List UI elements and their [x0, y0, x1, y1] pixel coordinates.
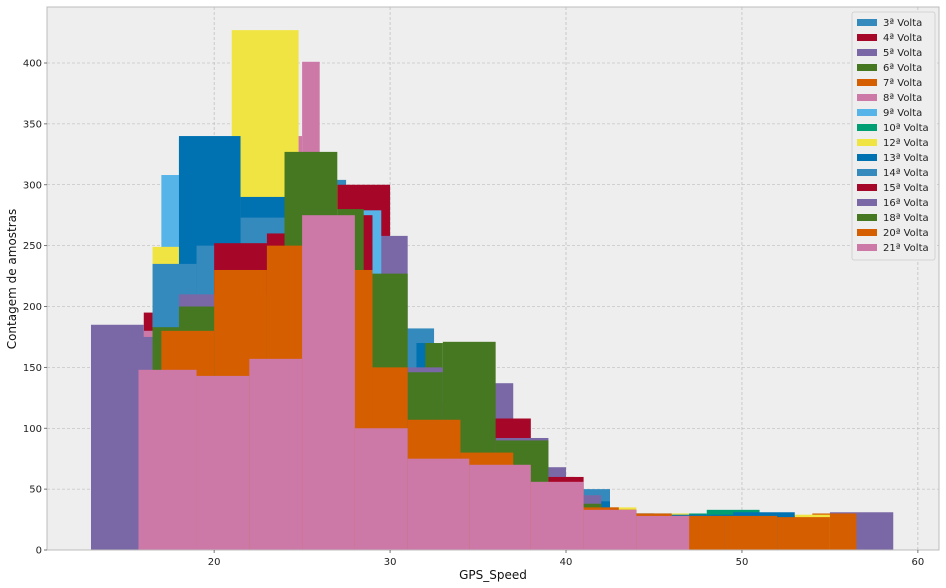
- y-tick-label: 50: [29, 485, 42, 496]
- histogram-bar: [354, 428, 408, 550]
- legend-swatch: [857, 34, 877, 41]
- legend-label: 15ª Volta: [883, 183, 929, 194]
- legend-swatch: [857, 19, 877, 26]
- histogram-bar: [724, 515, 778, 550]
- y-tick-label: 300: [23, 180, 42, 191]
- histogram-bar: [829, 513, 857, 550]
- legend-label: 10ª Volta: [883, 123, 929, 134]
- legend-swatch: [857, 139, 877, 146]
- legend-label: 12ª Volta: [883, 138, 929, 149]
- x-tick-label: 50: [736, 557, 749, 568]
- legend-swatch: [857, 244, 877, 251]
- x-tick-label: 60: [912, 557, 925, 568]
- legend-box: [851, 11, 936, 261]
- legend-swatch: [857, 94, 877, 101]
- x-tick-label: 20: [208, 557, 221, 568]
- legend-swatch: [857, 79, 877, 86]
- y-tick-label: 100: [23, 424, 42, 435]
- y-tick-label: 0: [36, 546, 42, 557]
- legend-label: 14ª Volta: [883, 168, 929, 179]
- y-tick-label: 250: [23, 241, 42, 252]
- legend-label: 7ª Volta: [883, 78, 922, 89]
- legend-swatch: [857, 229, 877, 236]
- legend-swatch: [857, 154, 877, 161]
- x-axis-label: GPS_Speed: [459, 568, 527, 582]
- histogram-bar: [530, 481, 584, 550]
- legend-label: 20ª Volta: [883, 228, 929, 239]
- histogram-bar: [469, 464, 531, 550]
- legend-label: 16ª Volta: [883, 198, 929, 209]
- legend-swatch: [857, 184, 877, 191]
- y-tick-label: 200: [23, 302, 42, 313]
- legend-label: 3ª Volta: [883, 18, 922, 29]
- legend-label: 4ª Volta: [883, 33, 922, 44]
- histogram-bar: [249, 358, 303, 550]
- legend-label: 6ª Volta: [883, 63, 922, 74]
- histogram-bar: [407, 458, 470, 550]
- y-tick-label: 350: [23, 119, 42, 130]
- histogram-bar: [583, 509, 637, 550]
- legend: 3ª Volta 4ª Volta 5ª Volta 6ª Volta 7ª Volta…: [851, 11, 936, 261]
- y-tick-label: 400: [23, 59, 42, 70]
- legend-swatch: [857, 124, 877, 131]
- histogram-bar: [636, 515, 690, 550]
- plot-frame: [46, 6, 940, 551]
- y-axis-label: Contagem de amostras: [5, 209, 19, 350]
- histogram-bar: [196, 375, 250, 550]
- legend-label: 21ª Volta: [883, 243, 929, 254]
- histogram-bar: [777, 517, 830, 550]
- x-tick-label: 40: [560, 557, 573, 568]
- legend-swatch: [857, 109, 877, 116]
- legend-label: 18ª Volta: [883, 213, 929, 224]
- legend-swatch: [857, 49, 877, 56]
- x-ticks: 20 30 40 50 60: [208, 550, 924, 568]
- legend-swatch: [857, 199, 877, 206]
- legend-swatch: [857, 214, 877, 221]
- legend-label: 8ª Volta: [883, 93, 922, 104]
- legend-label: 5ª Volta: [883, 48, 922, 59]
- x-tick-label: 30: [384, 557, 397, 568]
- legend-swatch: [857, 64, 877, 71]
- y-tick-label: 150: [23, 363, 42, 374]
- legend-swatch: [857, 169, 877, 176]
- legend-label: 13ª Volta: [883, 153, 929, 164]
- legend-label: 9ª Volta: [883, 108, 922, 119]
- bars: [90, 30, 894, 551]
- y-ticks: 0 50 100 150 200 250 300 350 400: [23, 59, 47, 557]
- histogram-bar: [138, 369, 197, 550]
- histogram-bar: [302, 215, 355, 550]
